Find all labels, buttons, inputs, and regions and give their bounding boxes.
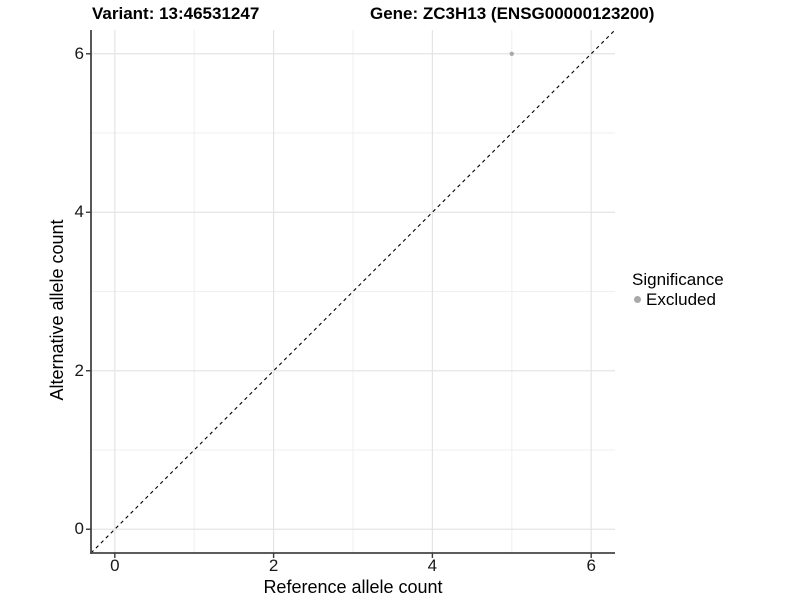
legend-title: Significance bbox=[632, 270, 724, 289]
legend-items: Excluded bbox=[632, 290, 724, 309]
y-tick-label: 2 bbox=[74, 360, 84, 380]
y-axis-title: Alternative allele count bbox=[47, 219, 67, 401]
data-point bbox=[509, 51, 514, 56]
y-tick-label: 4 bbox=[74, 202, 84, 222]
y-tick-label: 0 bbox=[74, 519, 84, 539]
x-tick-label: 2 bbox=[268, 556, 279, 575]
legend-item: Excluded bbox=[632, 290, 724, 309]
y-tick-label: 6 bbox=[74, 43, 84, 63]
legend-item-label: Excluded bbox=[646, 290, 716, 309]
plot-title-variant: Variant: 13:46531247 bbox=[92, 4, 260, 23]
x-tick-label: 4 bbox=[427, 556, 438, 575]
legend: Significance Excluded bbox=[632, 270, 724, 309]
x-tick-label: 6 bbox=[586, 556, 596, 575]
x-axis-title: Reference allele count bbox=[263, 577, 443, 597]
x-tick-label: 0 bbox=[110, 556, 120, 575]
identity-dashed-line bbox=[90, 29, 616, 554]
plot-title-gene: Gene: ZC3H13 (ENSG00000123200) bbox=[370, 4, 655, 23]
legend-key-dot-icon bbox=[634, 296, 641, 303]
